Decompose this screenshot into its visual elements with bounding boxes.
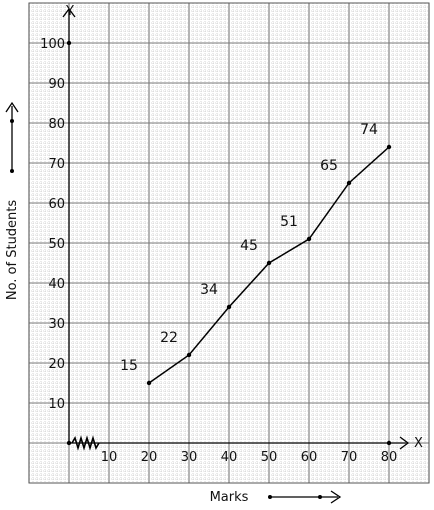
y-tick-label: 40 — [48, 277, 65, 292]
data-point — [146, 380, 152, 386]
y-direction-arrowhead — [5, 101, 19, 113]
x-tick-label: 40 — [221, 450, 238, 465]
y-tick-label: 90 — [48, 77, 65, 92]
x-tick-label: 80 — [381, 450, 398, 465]
data-label: 15 — [120, 358, 138, 374]
x-tick-label: 70 — [341, 450, 358, 465]
data-label: 51 — [280, 214, 298, 230]
y-tick-label: 20 — [48, 357, 65, 372]
axes — [62, 7, 410, 451]
y-axis-end-dot — [66, 40, 72, 46]
data-label: 34 — [200, 282, 218, 298]
x-tick-label: 60 — [301, 450, 318, 465]
x-axis-letter: X — [414, 436, 423, 451]
data-point — [226, 304, 232, 310]
data-point — [266, 260, 272, 266]
y-tick-label: 30 — [48, 317, 65, 332]
data-point — [306, 236, 312, 242]
origin-dot — [66, 440, 72, 446]
x-tick-label: 20 — [141, 450, 158, 465]
data-point — [346, 180, 352, 186]
data-label: 74 — [360, 122, 378, 138]
y-direction-dot — [10, 119, 14, 123]
tick-labels: 10 20 30 40 50 60 70 80 10 20 30 40 50 60 70 80 90 100 — [40, 37, 397, 465]
x-axis-label: Marks — [210, 490, 249, 505]
x-direction-dot — [268, 495, 272, 499]
direction-arrows — [5, 101, 342, 504]
data-point — [186, 352, 192, 358]
x-tick-label: 50 — [261, 450, 278, 465]
y-tick-label: 80 — [48, 117, 65, 132]
graph-paper-grid — [28, 2, 430, 484]
y-tick-label: 60 — [48, 197, 65, 212]
y-axis-label: No. of Students — [5, 200, 20, 301]
y-tick-label: 50 — [48, 237, 65, 252]
x-axis-arrowhead — [399, 436, 410, 450]
x-direction-arrowhead — [330, 490, 342, 504]
data-label: 22 — [160, 330, 178, 346]
x-tick-label: 30 — [181, 450, 198, 465]
data-point — [386, 144, 392, 150]
grid-border — [28, 2, 430, 484]
y-axis-arrowhead — [62, 7, 76, 18]
data-labels: 15 22 34 45 51 65 74 — [120, 122, 378, 374]
x-direction-dot — [318, 495, 322, 499]
y-tick-label: 100 — [40, 37, 65, 52]
y-tick-label: 10 — [48, 397, 65, 412]
x-tick-label: 10 — [101, 450, 118, 465]
y-axis-letter: Y — [65, 4, 74, 19]
x-axis-end-dot — [386, 440, 392, 446]
y-direction-dot — [10, 169, 14, 173]
y-tick-label: 70 — [48, 157, 65, 172]
data-label: 65 — [320, 158, 338, 174]
axis-break-mark — [71, 435, 100, 451]
series-line — [146, 144, 392, 386]
data-label: 45 — [240, 238, 258, 254]
